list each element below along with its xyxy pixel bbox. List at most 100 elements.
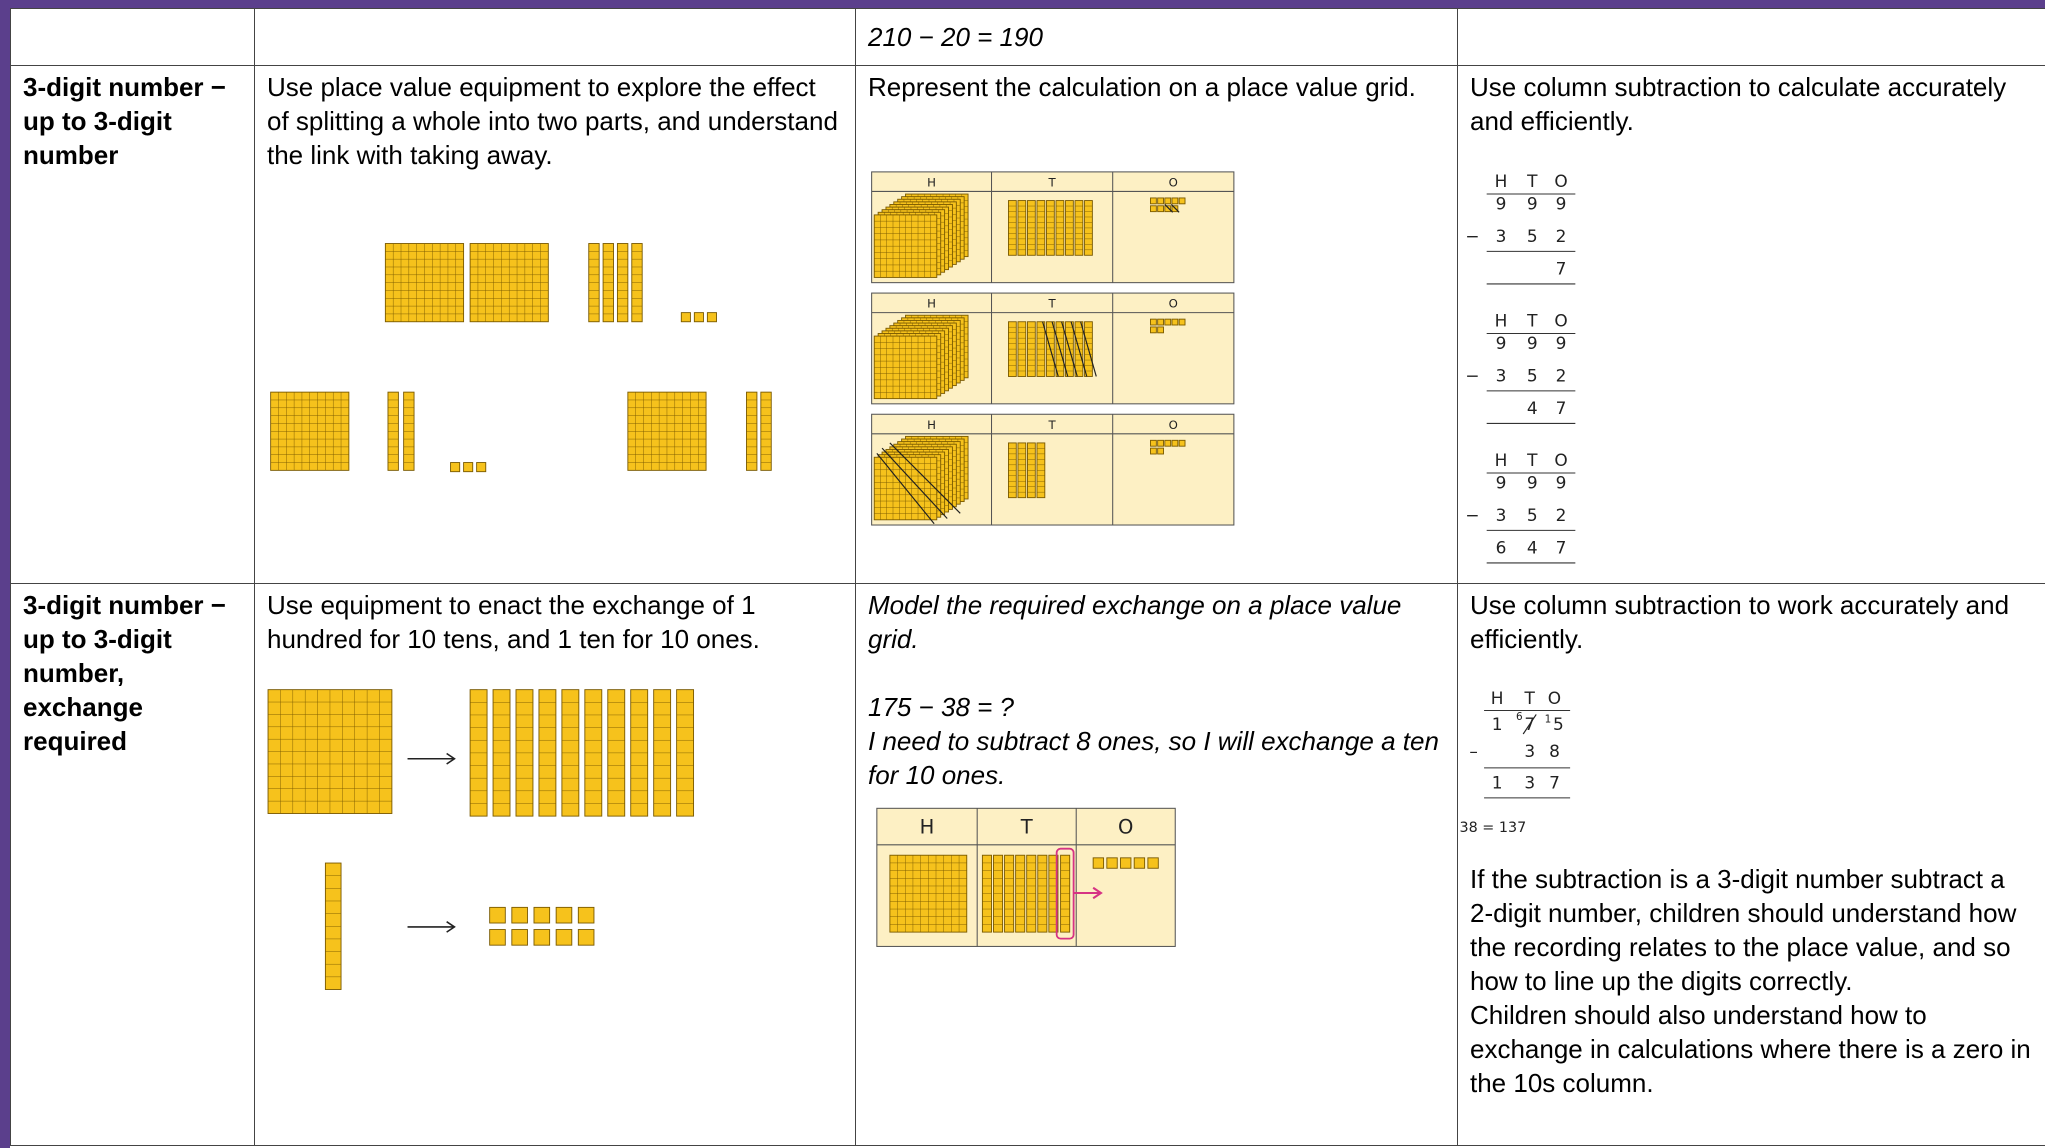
ten-rod: [631, 243, 643, 323]
ten-rod: [561, 689, 580, 817]
ten-rod: [1007, 200, 1017, 256]
ten-rod: [1036, 442, 1046, 499]
one-cube: [577, 906, 595, 924]
digit: 3: [1496, 365, 1507, 385]
hundred-block: [889, 446, 953, 510]
ten-rod: [387, 391, 399, 471]
one-cube: [1150, 197, 1157, 205]
table-row: 3-digit number − up to 3-digit number, e…: [10, 583, 2045, 1146]
one-cube: [555, 929, 573, 946]
one-cube: [1164, 205, 1172, 213]
digit: 5: [1527, 365, 1538, 385]
one-cube: [1157, 318, 1164, 326]
hundred-block: [469, 243, 549, 323]
pictorial-text: I need to subtract 8 ones, so I will exc…: [868, 726, 1439, 790]
hundred-block: [893, 322, 957, 387]
hundred-block: [897, 441, 961, 505]
grid-header: T: [1020, 815, 1033, 838]
place-value-grids: H T O H T O H T O: [871, 171, 1235, 526]
ten-rod: [1065, 200, 1074, 256]
column-header: T: [1526, 171, 1538, 191]
hundred-block: [885, 327, 949, 392]
one-cube: [1178, 318, 1186, 326]
ten-rod: [1084, 200, 1093, 256]
digit: 9: [1556, 472, 1567, 492]
column-header: O: [1554, 171, 1567, 191]
column-subtraction: H T O9 9 9− 3 5 27H T O9 9 9− 3 5 24 7H T O9 9 9− 3 5 26 4 7: [1465, 171, 1576, 564]
ten-rod: [515, 689, 534, 817]
one-cube: [1178, 197, 1186, 205]
table-row: 210 − 20 = 190: [10, 8, 2045, 66]
cross-out: [881, 447, 948, 519]
table-cell: [10, 8, 255, 66]
grid-header: H: [927, 297, 936, 311]
hundred-block: [901, 438, 965, 503]
hundred-block: [889, 854, 968, 933]
digit: 7: [1556, 538, 1567, 558]
cross-out: [876, 452, 935, 525]
hundred-block: [897, 319, 961, 384]
ten-rod: [1017, 200, 1027, 256]
ten-rod: [1046, 200, 1055, 256]
note-text: Children should also understand how to e…: [1470, 1000, 2031, 1098]
ten-rod: [584, 689, 603, 817]
ten-rod: [1060, 854, 1071, 933]
digit: 9: [1527, 193, 1538, 213]
ten-rod: [1055, 321, 1065, 377]
digit: 4: [1527, 398, 1538, 418]
arrow-head: [446, 921, 456, 933]
ten-rod: [588, 243, 600, 323]
arrow-head: [1092, 886, 1103, 900]
column-header: H: [1495, 171, 1508, 191]
concrete-text: Use equipment to enact the exchange of 1…: [267, 590, 760, 654]
hundred-block: [905, 314, 969, 379]
grid-header: O: [1169, 418, 1178, 432]
one-cube: [1150, 205, 1157, 213]
one-cube: [463, 462, 474, 473]
one-cube: [1120, 857, 1132, 869]
ten-rod: [1074, 321, 1084, 377]
pictorial-text: Represent the calculation on a place val…: [868, 72, 1416, 102]
grid-frame: [871, 413, 1235, 526]
one-cube: [693, 312, 704, 323]
one-cube: [1106, 857, 1118, 869]
one-cube: [511, 929, 528, 946]
hundred-block: [905, 435, 969, 500]
ten-rod: [993, 854, 1004, 933]
one-cube: [489, 906, 506, 924]
hundred-block: [873, 214, 938, 278]
ten-rod: [1004, 854, 1015, 933]
hundred-block: [885, 448, 949, 513]
cross-out: [1170, 204, 1180, 213]
ten-rod: [538, 689, 557, 817]
hundred-block: [877, 211, 942, 276]
column-header: O: [1554, 311, 1567, 331]
table-cell: 3-digit number − up to 3-digit number, e…: [10, 583, 255, 1146]
cross-out: [1080, 321, 1097, 377]
hundred-block: [889, 325, 953, 389]
one-cube: [1171, 205, 1179, 213]
table-cell: [1457, 8, 2045, 66]
table-cell: 210 − 20 = 190: [855, 8, 1458, 66]
digit: 5: [1527, 505, 1538, 525]
one-cube: [1157, 439, 1164, 447]
calculation: 175 − 38 = ?: [868, 692, 1015, 722]
hundred-block: [881, 451, 946, 516]
hundred-block: [905, 193, 969, 258]
ten-rod: [760, 391, 772, 471]
hundred-block: [873, 335, 938, 400]
ten-rod: [1046, 321, 1055, 377]
highlight: [1055, 847, 1075, 940]
digit: 9: [1496, 472, 1507, 492]
table-row: 3-digit number − up to 3-digit number Us…: [10, 65, 2045, 584]
one-cube: [533, 906, 551, 924]
grid-header: H: [927, 175, 936, 189]
table-cell: [254, 8, 856, 66]
hundred-block: [627, 391, 707, 471]
digit: 2: [1556, 365, 1567, 385]
exchange-blocks: [267, 689, 695, 990]
cross-out: [1042, 321, 1059, 377]
concrete-text: Use place value equipment to explore the…: [267, 72, 838, 170]
